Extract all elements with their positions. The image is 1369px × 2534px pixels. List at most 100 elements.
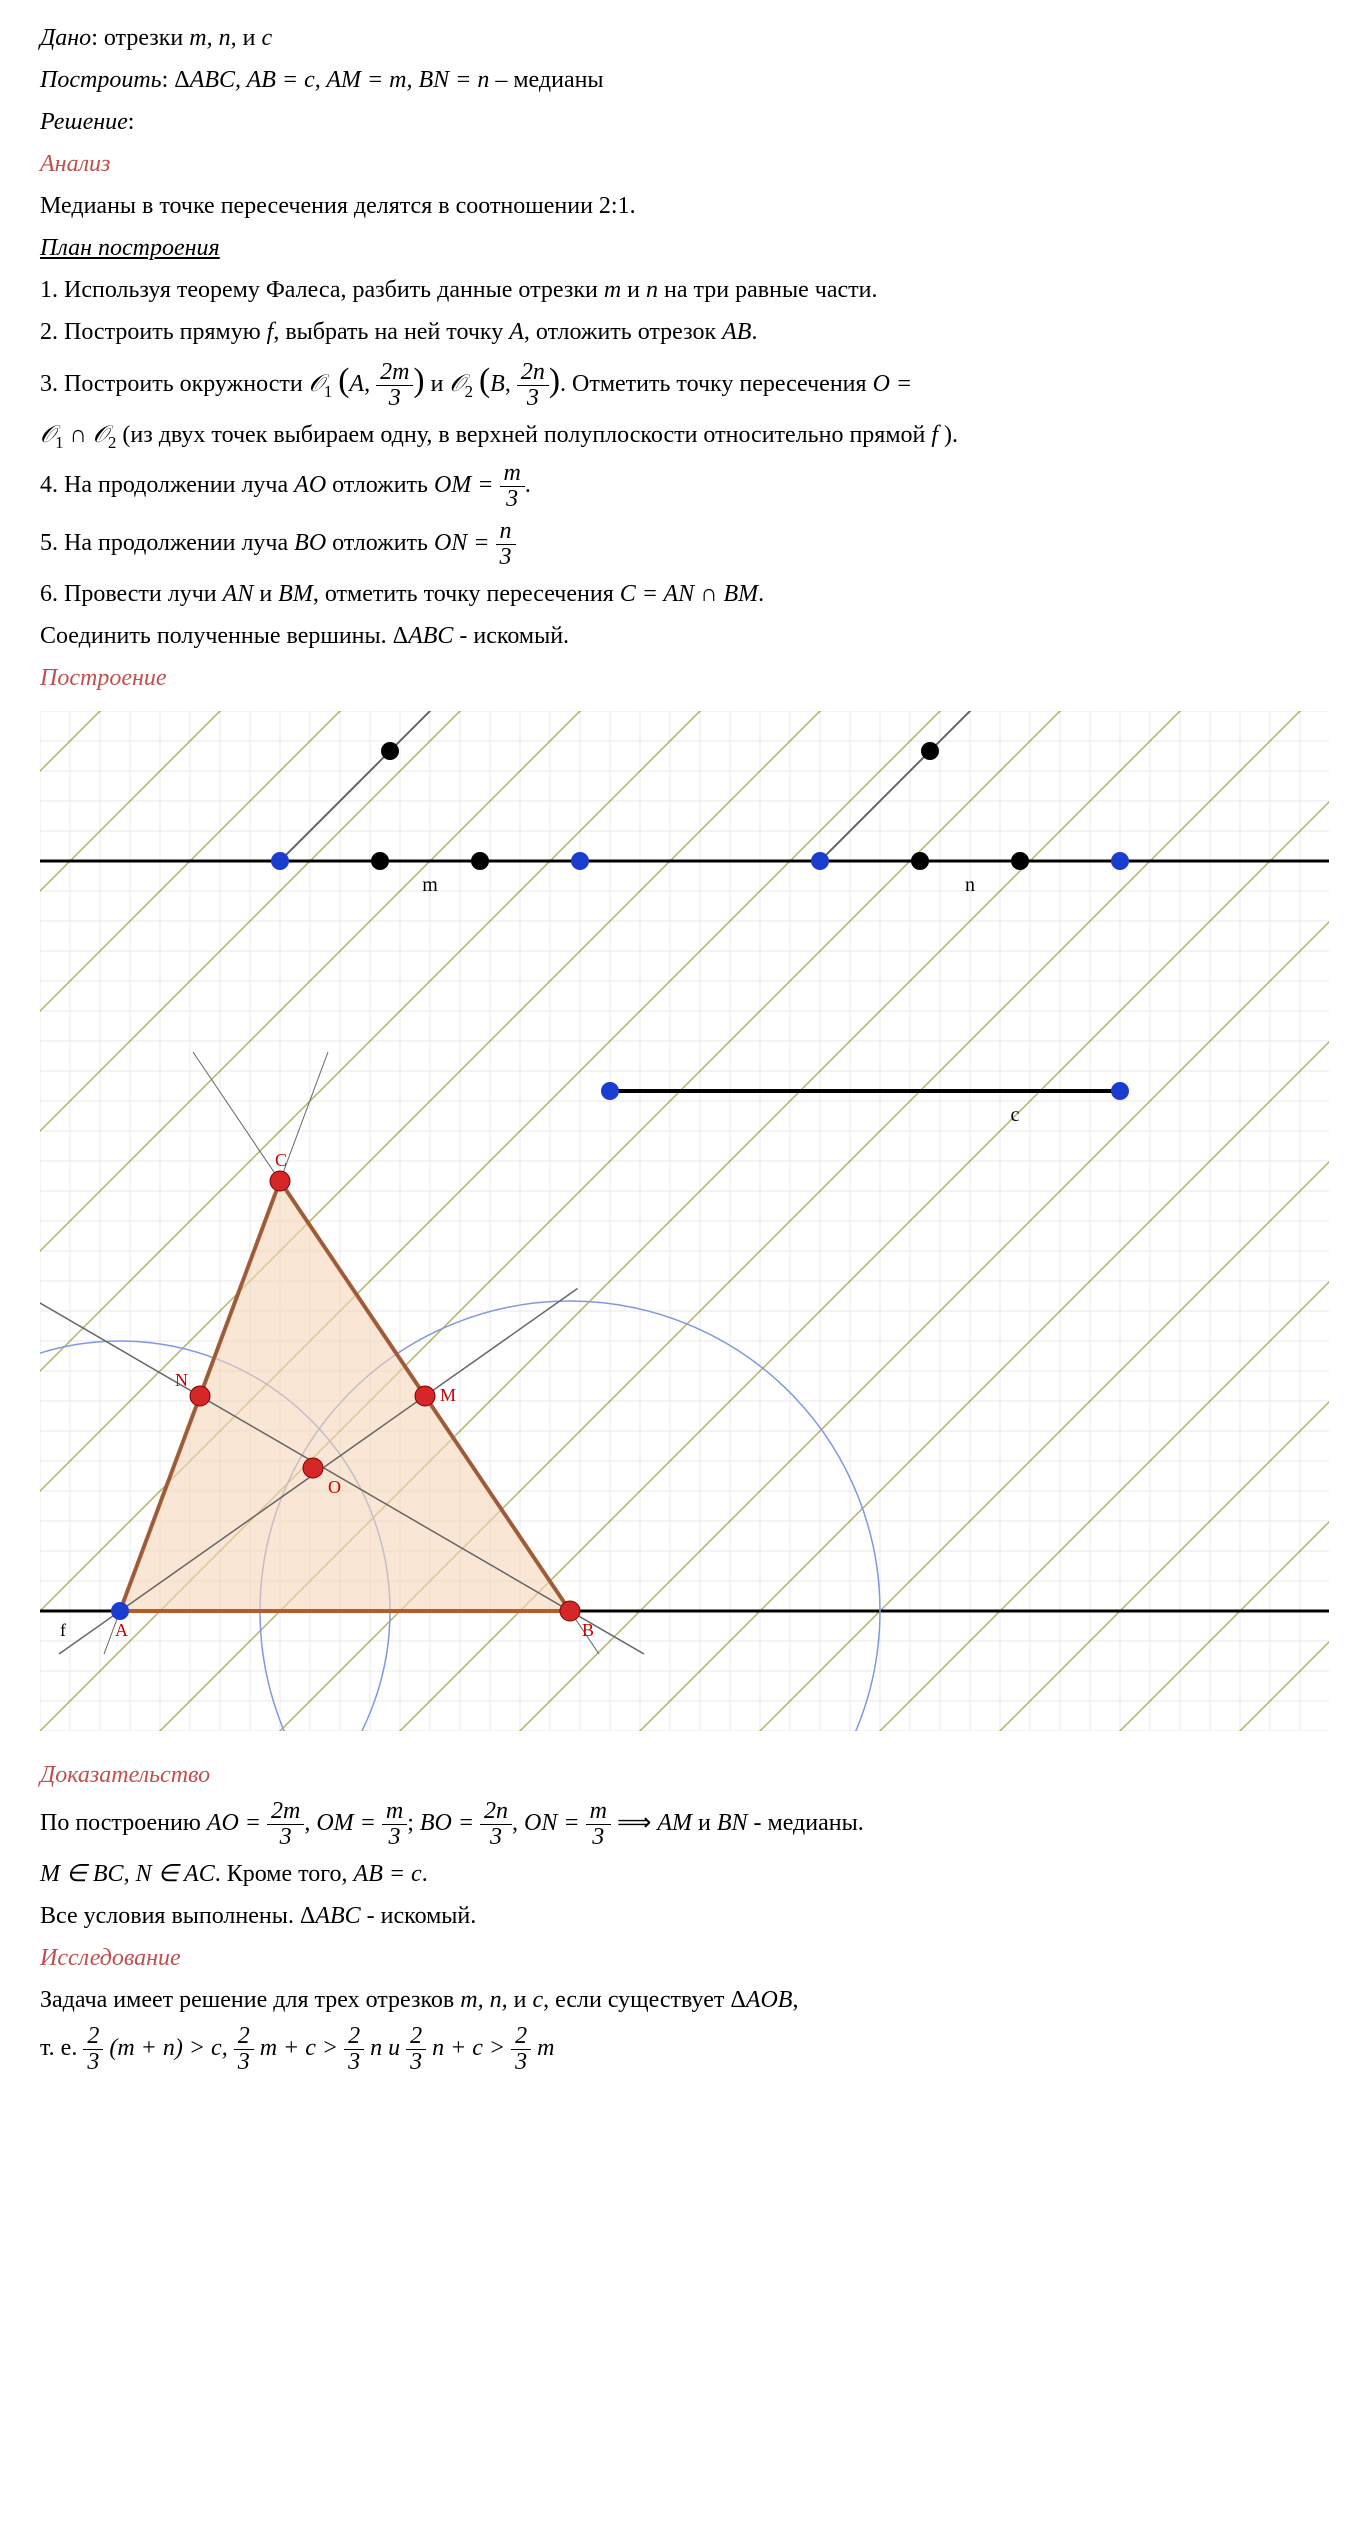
svg-text:C: C [275,1150,287,1170]
s3-c2: , [505,371,517,397]
pf-and: и [692,1810,717,1836]
f-d: 3 [376,386,413,411]
r2-mc: m + c > [260,2035,344,2061]
s1-m: m [604,277,621,303]
pf-f2: m3 [382,1799,407,1850]
s4-mid: отложить [326,472,434,498]
svg-text:B: B [582,1620,594,1640]
f-n: 2 [406,2024,426,2050]
pf-abc: AB = c [354,1861,422,1887]
s5-ON: ON = [434,530,496,556]
s3b-cap: ∩ [64,422,93,448]
r-mid: , если существует Δ [543,1987,746,2013]
s2-dot: . [751,319,757,345]
step3b: 𝒪1 ∩ 𝒪2 (из двух точек выбираем одну, в … [40,417,1329,455]
s3-A: A [349,371,364,397]
build-math: ABC, AB = c, AM = m, BN = n [190,67,490,93]
s1-n: n [646,277,658,303]
s6-mid: , отметить точку пересечения [313,581,620,607]
conn-pre: Соединить полученные вершины. Δ [40,623,408,649]
s3-lp2: ( [479,362,490,399]
pf-f4: m3 [586,1799,611,1850]
proof-line3: Все условия выполнены. ΔABC - искомый. [40,1898,1329,1934]
pf-AM: AM [657,1810,692,1836]
s3b-end: ). [938,422,958,448]
pf-BO: BO = [420,1810,480,1836]
s3-O1: 𝒪 [309,371,324,397]
pf-c1: , [304,1810,316,1836]
s3-O2: 𝒪 [449,371,464,397]
build-label: Построить [40,67,162,93]
svg-text:n: n [965,874,975,896]
r2-f4: 23 [406,2024,426,2075]
svg-text:c: c [1011,1104,1020,1126]
pf-abc2: ABC [315,1903,360,1929]
s3-lp1: ( [338,362,349,399]
s1-and: и [621,277,646,303]
f-d: 3 [267,1825,304,1850]
build-line: Построить: ΔABC, AB = c, AM = m, BN = n … [40,62,1329,98]
f-d: 3 [496,545,516,570]
svg-text:N: N [175,1370,188,1390]
frac-2n3-1: 2n3 [517,360,549,411]
research-line2: т. е. 23 (m + n) > c, 23 m + c > 23 n и … [40,2024,1329,2075]
s2-mid: , выбрать на ней точку [273,319,509,345]
f-n: m [500,461,525,487]
r2-m: m [537,2035,554,2061]
pf-BN: BN [717,1810,748,1836]
solution-label: Решение [40,109,128,135]
s1-post: на три равные части. [658,277,877,303]
step4: 4. На продолжении луча AO отложить OM = … [40,461,1329,512]
s3b-O2: 𝒪 [93,422,108,448]
s2-p1: , отложить отрезок [524,319,722,345]
f-d: 3 [83,2050,103,2075]
r2-pre: т. е. [40,2035,83,2061]
s3b-cont: (из двух точек выбираем одну, в верхней … [116,422,931,448]
f-n: n [496,519,516,545]
f-d: 3 [511,2050,531,2075]
r-comma: , [792,1987,798,2013]
f-d: 3 [406,2050,426,2075]
s3-B: B [490,371,505,397]
s6-dot: . [758,581,764,607]
s6-BM: BM [278,581,313,607]
construction-heading: Построение [40,660,1329,696]
frac-m3-1: m3 [500,461,525,512]
s4-OM: OM = [434,472,500,498]
pf-med: - медианы. [748,1810,864,1836]
f-d: 3 [344,2050,364,2075]
s3-O1s: 1 [324,382,332,401]
s6-eq: C = AN ∩ BM [620,581,758,607]
r2-na: n и [370,2035,406,2061]
step6: 6. Провести лучи AN и BM, отметить точку… [40,576,1329,612]
research-line1: Задача имеет решение для трех отрезков m… [40,1982,1329,2018]
step3: 3. Построить окружности 𝒪1 (A, 2m3) и 𝒪2… [40,356,1329,411]
f-n: 2n [480,1799,512,1825]
s2-A: A [509,319,524,345]
s3-post: . Отметить точку пересечения [560,371,873,397]
plan-heading: План построения [40,230,1329,266]
f-d: 3 [517,386,549,411]
build-suffix: – медианы [489,67,603,93]
pf-l2d: . [422,1861,428,1887]
pf-sc: ; [407,1810,420,1836]
connect-line: Соединить полученные вершины. ΔABC - иск… [40,618,1329,654]
pf-c2: , [512,1810,524,1836]
given-and: и [237,25,262,51]
f-d: 3 [234,2050,254,2075]
f-n: 2 [83,2024,103,2050]
s6-AN: AN [223,581,254,607]
diagram-svg: mncfABCNMO [40,711,1329,1731]
s6-and: и [253,581,278,607]
analysis-heading: Анализ [40,146,1329,182]
s2-pre: 2. Построить прямую [40,319,267,345]
s5-mid: отложить [326,530,434,556]
s3-and: и [431,371,450,397]
r2-nc: n + c > [432,2035,511,2061]
s4-dot: . [525,472,531,498]
f-n: 2 [511,2024,531,2050]
r-pre: Задача имеет решение для трех отрезков [40,1987,460,2013]
pf-isk: - искомый. [361,1903,477,1929]
r2-f5: 23 [511,2024,531,2075]
svg-text:f: f [60,1620,66,1640]
